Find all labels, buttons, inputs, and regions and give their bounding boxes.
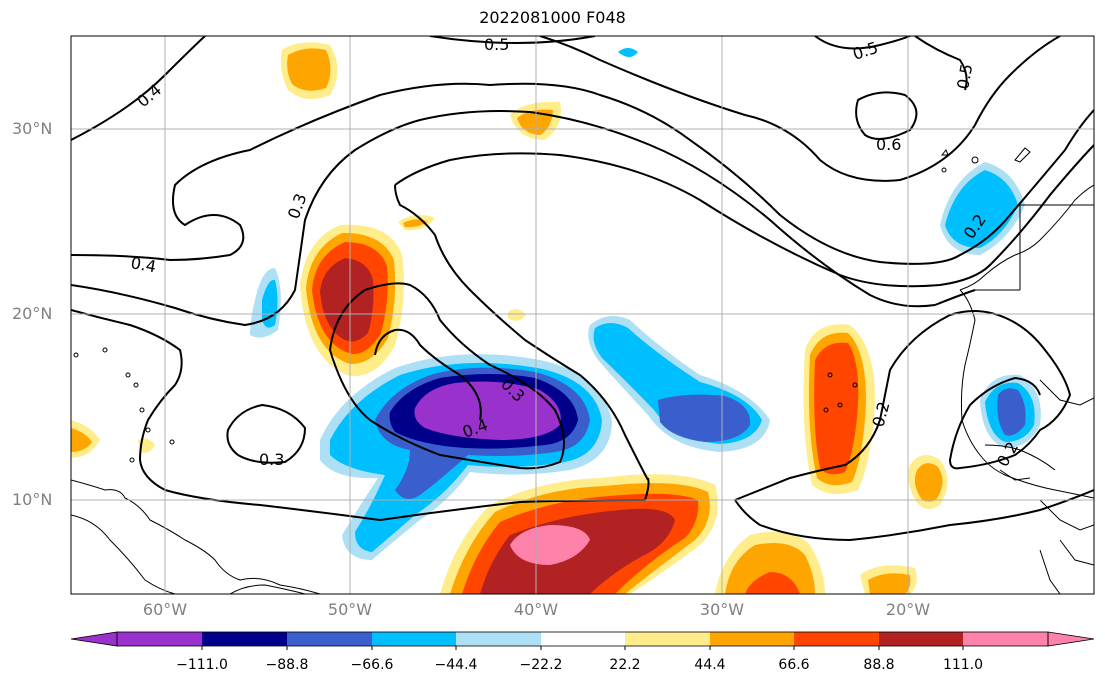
colorbar-segment [625, 632, 710, 646]
contour-lines [71, 36, 1094, 542]
colorbar-segment [456, 632, 541, 646]
map-title: 2022081000 F048 [479, 8, 626, 27]
lon-label: 20°W [885, 600, 931, 619]
contour-label: 0.5 [484, 35, 509, 54]
colorbar-tick-label: −66.6 [350, 657, 394, 673]
colorbar-tick-label: 88.8 [863, 657, 895, 673]
colorbar-segment [710, 632, 794, 646]
lat-label: 20°N [12, 304, 53, 323]
colorbar-segment [879, 632, 963, 646]
anomaly-negative-northeast [940, 162, 1025, 255]
anomaly-positive-west [300, 224, 404, 377]
anomaly-positive-top [280, 42, 338, 99]
contour-label: 0.4 [129, 253, 157, 276]
colorbar-segment [794, 632, 879, 646]
contour-label: 0.5 [953, 62, 976, 90]
colorbar-tick-label: 66.6 [778, 657, 810, 673]
colorbar-extend-min [70, 631, 118, 647]
anomaly-negative-africa [980, 374, 1041, 448]
lat-label: 10°N [12, 490, 53, 509]
lat-label: 30°N [12, 119, 53, 138]
map-frame [70, 35, 1095, 595]
colorbar-segment [117, 632, 202, 646]
colorbar-tick-label: −111.0 [176, 657, 228, 673]
colorbar-extend-max [1047, 631, 1095, 647]
colorbar-tick-label: 22.2 [609, 657, 641, 673]
colorbar-segment [372, 632, 456, 646]
anomaly-positive-south [440, 474, 718, 594]
gridlines [71, 36, 1094, 594]
contour-label: 0.6 [876, 135, 901, 154]
anomaly-negative-east [588, 316, 770, 452]
contour-label: 0.3 [259, 450, 284, 469]
anomaly-positive-east [803, 324, 875, 494]
lon-label: 60°W [142, 600, 188, 619]
colorbar-segment [287, 632, 372, 646]
coastlines [71, 147, 1094, 594]
colorbar-tick-label: −88.8 [265, 657, 309, 673]
colorbar-tick-label: 111.0 [942, 657, 984, 673]
colorbar-tick-label: −44.4 [434, 657, 478, 673]
colorbar-tick-label: −22.2 [519, 657, 563, 673]
colorbar [70, 631, 1095, 650]
anomaly-positive-small [908, 455, 948, 509]
colorbar-tick-label: 44.4 [694, 657, 726, 673]
lon-label: 50°W [327, 600, 373, 619]
lon-label: 40°W [513, 600, 559, 619]
anomaly-positive-south-east [715, 531, 917, 594]
lon-label: 30°W [699, 600, 745, 619]
colorbar-segment [541, 632, 625, 646]
colorbar-segment [963, 632, 1048, 646]
colorbar-segment [202, 632, 287, 646]
